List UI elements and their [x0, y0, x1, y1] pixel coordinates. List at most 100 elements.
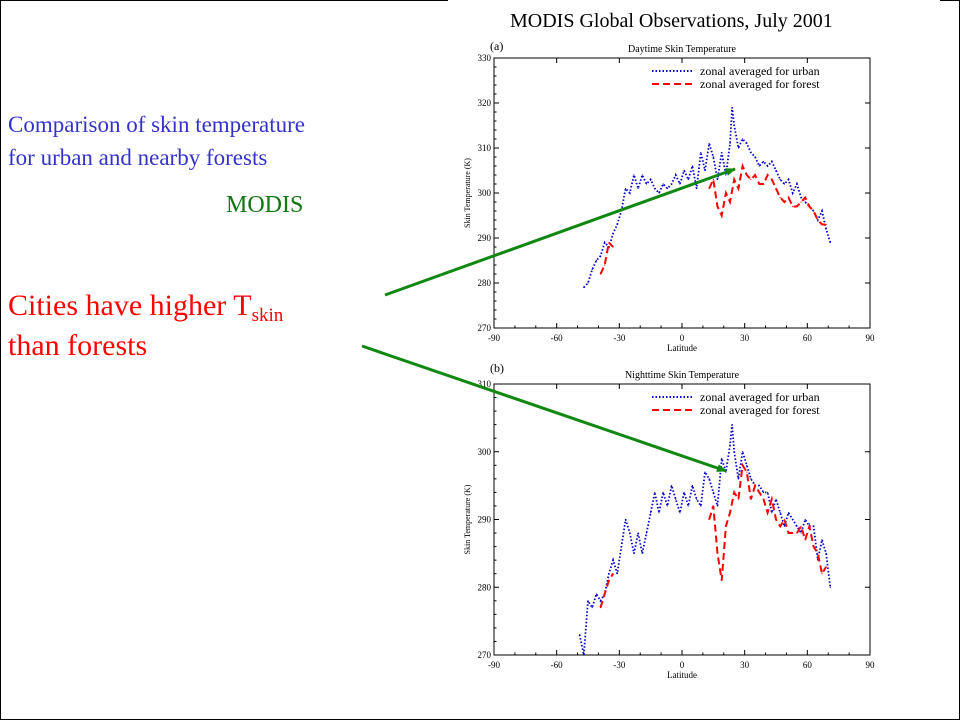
series-line	[599, 240, 614, 275]
data-point	[708, 518, 710, 521]
data-point	[804, 196, 806, 199]
data-point	[804, 201, 806, 203]
data-point	[767, 174, 769, 176]
data-point	[583, 654, 585, 656]
data-point	[754, 174, 756, 176]
y-tick-label: 310	[478, 379, 492, 389]
series-line	[578, 424, 832, 656]
x-tick-label: 30	[740, 660, 750, 670]
series-line	[599, 573, 614, 608]
data-point	[666, 187, 668, 190]
data-point	[725, 471, 727, 473]
data-point	[792, 518, 794, 521]
series-forest	[599, 462, 827, 609]
data-point	[796, 532, 798, 534]
data-point	[750, 498, 752, 500]
data-point	[620, 210, 623, 212]
data-point	[679, 512, 681, 514]
data-point	[741, 451, 744, 453]
data-point	[762, 498, 765, 500]
data-point	[741, 138, 744, 140]
data-point	[679, 183, 681, 185]
data-point	[670, 183, 673, 185]
data-point	[779, 178, 781, 181]
data-point	[750, 151, 752, 154]
data-point	[796, 205, 798, 208]
data-point	[750, 478, 752, 480]
chart-panel-daytime: (a) Daytime Skin Temperature -90 -60 -30 0 30 6…	[463, 39, 875, 353]
data-point	[771, 498, 773, 500]
data-point	[716, 178, 719, 181]
data-point	[746, 471, 748, 473]
data-point	[817, 219, 819, 221]
x-tick-label: 90	[866, 660, 876, 670]
comparison-line-1: Comparison of skin temperature	[8, 112, 306, 137]
data-point	[771, 512, 773, 514]
data-point	[825, 228, 827, 230]
data-point	[796, 525, 798, 527]
data-point	[645, 532, 648, 534]
data-point	[604, 593, 606, 595]
y-tick-label: 300	[478, 447, 492, 457]
data-point	[716, 205, 719, 208]
data-point	[683, 491, 685, 493]
data-point	[721, 579, 723, 582]
data-point	[762, 491, 765, 493]
data-point	[808, 205, 811, 208]
legend-label: zonal averaged for urban	[700, 390, 820, 404]
data-point	[733, 178, 735, 181]
data-point	[813, 210, 815, 212]
data-point	[721, 214, 723, 217]
data-point	[775, 169, 777, 172]
data-point	[771, 160, 773, 163]
data-point	[737, 498, 740, 500]
x-tick-label: 90	[866, 333, 876, 343]
data-point	[700, 505, 702, 507]
data-point	[767, 165, 769, 167]
cities-statement: Cities have higher Tskin than forests	[8, 286, 388, 366]
data-point	[645, 183, 648, 185]
data-point	[700, 151, 702, 154]
data-point	[741, 165, 744, 167]
data-point	[633, 174, 635, 176]
data-point	[599, 600, 602, 602]
y-tick-label: 280	[478, 582, 492, 592]
data-point	[796, 183, 798, 185]
data-point	[813, 546, 815, 548]
data-point	[675, 174, 677, 176]
data-point	[783, 183, 785, 185]
data-point	[599, 255, 602, 257]
data-point	[712, 505, 714, 507]
plot-frame	[493, 383, 871, 656]
data-point	[712, 178, 714, 181]
x-tick-label: -90	[488, 660, 500, 670]
x-tick-label: 0	[680, 660, 685, 670]
legend-label: zonal averaged for forest	[700, 403, 820, 417]
data-point	[712, 156, 714, 158]
data-point	[754, 485, 756, 487]
data-point	[587, 600, 589, 602]
x-tick-label: -90	[488, 333, 500, 343]
data-point	[662, 491, 664, 493]
chart-title: Daytime Skin Temperature	[628, 44, 737, 55]
series-urban	[583, 106, 832, 289]
data-point	[758, 491, 760, 493]
data-point	[821, 573, 823, 575]
x-tick-label: 30	[740, 333, 750, 343]
data-point	[662, 183, 664, 185]
data-point	[737, 147, 740, 149]
data-point	[696, 498, 698, 500]
data-point	[725, 174, 727, 176]
data-point	[746, 174, 748, 176]
legend-label: zonal averaged for forest	[700, 77, 820, 91]
data-point	[779, 525, 781, 527]
data-point	[716, 505, 719, 507]
cities-line-1: Cities have higher Tskin	[8, 286, 388, 326]
data-point	[746, 464, 748, 466]
data-point	[712, 491, 714, 493]
data-point	[629, 532, 631, 534]
cities-text: Cities have higher T	[8, 289, 252, 322]
data-point	[817, 559, 819, 561]
data-point	[767, 491, 769, 493]
